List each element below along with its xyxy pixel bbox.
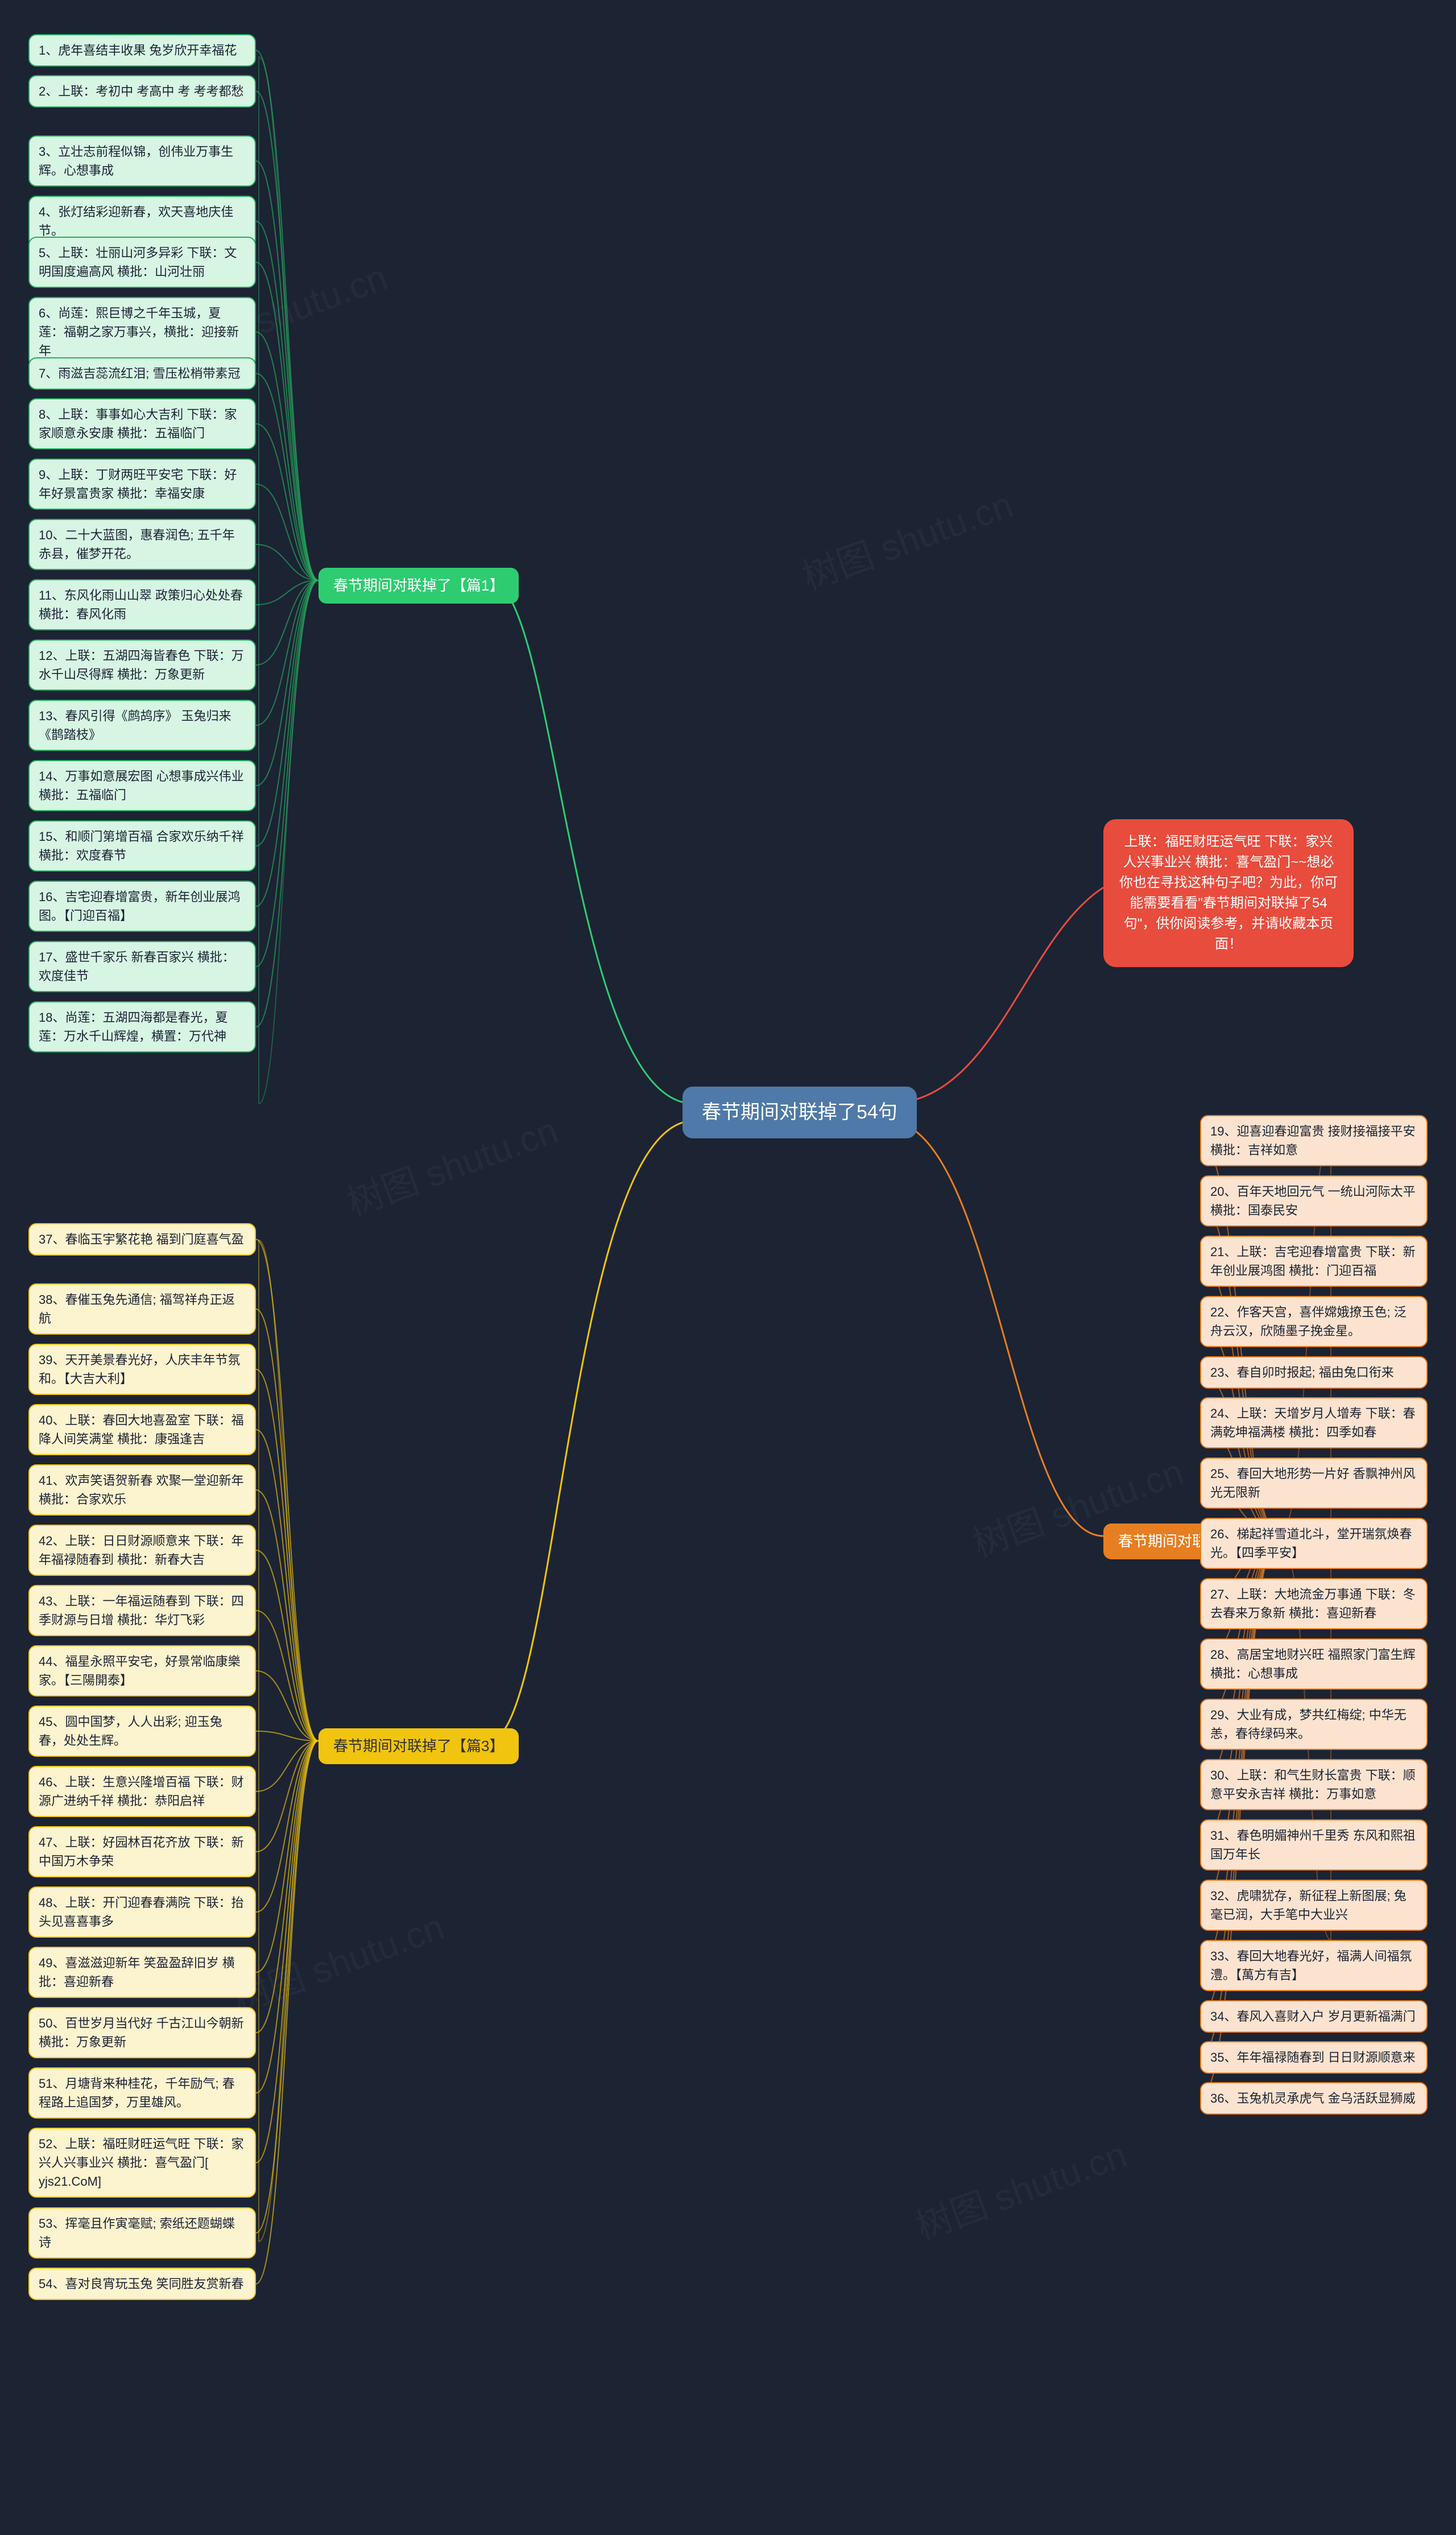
leaf-item[interactable]: 9、上联：丁财两旺平安宅 下联：好年好景富贵家 横批：幸福安康 [28,459,256,510]
watermark: 树图 shutu.cn [908,2125,1133,2250]
leaf-item[interactable]: 20、百年天地回元气 一统山河际太平 横批：国泰民安 [1200,1175,1428,1227]
leaf-item[interactable]: 7、雨滋吉蕊流红泪; 雪压松梢带素冠 [28,357,256,390]
mindmap-canvas: 树图 shutu.cn 树图 shutu.cn 树图 shutu.cn 树图 s… [0,0,1456,2535]
leaf-item[interactable]: 26、梯起祥雪道北斗，堂开瑞氛焕春光。【四季平安】 [1200,1518,1428,1569]
leaf-item[interactable]: 37、春临玉宇繁花艳 福到门庭喜气盈 [28,1223,256,1256]
leaf-item[interactable]: 3、立壮志前程似锦，创伟业万事生辉。心想事成 [28,135,256,187]
leaf-item[interactable]: 22、作客天宫，喜伴嫦娥撩玉色; 泛舟云汉，欣随墨子挽金星。 [1200,1296,1428,1347]
leaf-item[interactable]: 48、上联：开门迎春春满院 下联：抬头见喜喜事多 [28,1886,256,1938]
leaf-item[interactable]: 31、春色明媚神州千里秀 东风和熙祖国万年长 [1200,1819,1428,1871]
section-1-title[interactable]: 春节期间对联掉了【篇1】 [318,568,519,604]
leaf-item[interactable]: 2、上联：考初中 考高中 考 考考都愁 [28,75,256,108]
leaf-item[interactable]: 15、和顺门第增百福 合家欢乐纳千祥 横批：欢度春节 [28,820,256,872]
leaf-item[interactable]: 10、二十大蓝图，惠春润色; 五千年赤县，催梦开花。 [28,519,256,570]
leaf-item[interactable]: 27、上联：大地流金万事通 下联：冬去春来万象新 横批：喜迎新春 [1200,1578,1428,1629]
leaf-item[interactable]: 40、上联：春回大地喜盈室 下联：福降人间笑满堂 横批：康强逢吉 [28,1404,256,1455]
leaf-item[interactable]: 39、天开美景春光好，人庆丰年节氛和。【大吉大利】 [28,1344,256,1395]
leaf-item[interactable]: 42、上联：日日财源顺意来 下联：年年福禄随春到 横批：新春大吉 [28,1525,256,1576]
leaf-item[interactable]: 47、上联：好园林百花齐放 下联：新中国万木争荣 [28,1826,256,1877]
leaf-item[interactable]: 21、上联：吉宅迎春增富贵 下联：新年创业展鸿图 横批：门迎百福 [1200,1236,1428,1287]
leaf-item[interactable]: 44、福星永照平安宅，好景常临康樂家。【三陽開泰】 [28,1645,256,1696]
leaf-item[interactable]: 11、东风化雨山山翠 政策归心处处春 横批：春风化雨 [28,579,256,630]
leaf-item[interactable]: 52、上联：福旺财旺运气旺 下联：家兴人兴事业兴 横批：喜气盈门[ yjs21.… [28,2128,256,2198]
leaf-item[interactable]: 14、万事如意展宏图 心想事成兴伟业 横批：五福临门 [28,760,256,811]
leaf-item[interactable]: 32、虎啸犹存，新征程上新图展; 兔毫已润，大手笔中大业兴 [1200,1880,1428,1931]
watermark: 树图 shutu.cn [225,1898,450,2022]
leaf-item[interactable]: 19、迎喜迎春迎富贵 接财接福接平安 横批：吉祥如意 [1200,1115,1428,1166]
leaf-item[interactable]: 6、尚莲：熙巨博之千年玉城，夏莲：福朝之家万事兴，横批：迎接新年 [28,297,256,367]
watermark: 树图 shutu.cn [794,476,1019,600]
leaf-item[interactable]: 30、上联：和气生财长富贵 下联：顺意平安永吉祥 横批：万事如意 [1200,1759,1428,1810]
leaf-item[interactable]: 34、春风入喜财入户 岁月更新福满门 [1200,2000,1428,2033]
leaf-item[interactable]: 33、春回大地春光好，福满人间福氛澧。【萬方有吉】 [1200,1940,1428,1991]
leaf-item[interactable]: 12、上联：五湖四海皆春色 下联：万水千山尽得辉 横批：万象更新 [28,639,256,691]
leaf-item[interactable]: 41、欢声笑语贺新春 欢聚一堂迎新年 横批：合家欢乐 [28,1464,256,1516]
leaf-item[interactable]: 51、月塘背来种桂花，千年励气; 春程路上追国梦，万里雄风。 [28,2067,256,2119]
leaf-item[interactable]: 8、上联：事事如心大吉利 下联：家家顺意永安康 横批：五福临门 [28,398,256,449]
leaf-item[interactable]: 36、玉兔机灵承虎气 金乌活跃显狮威 [1200,2082,1428,2115]
leaf-item[interactable]: 45、圆中国梦，人人出彩; 迎玉兔春，处处生辉。 [28,1706,256,1757]
leaf-item[interactable]: 5、上联：壮丽山河多异彩 下联：文明国度遍高风 横批：山河壮丽 [28,237,256,288]
leaf-item[interactable]: 54、喜对良宵玩玉兔 笑同胜友赏新春 [28,2268,256,2300]
leaf-item[interactable]: 28、高居宝地财兴旺 福照家门富生辉 横批：心想事成 [1200,1638,1428,1690]
leaf-item[interactable]: 35、年年福禄随春到 日日财源顺意来 [1200,2041,1428,2074]
leaf-item[interactable]: 38、春催玉兔先通信; 福驾祥舟正返航 [28,1283,256,1335]
leaf-item[interactable]: 49、喜滋滋迎新年 笑盈盈辞旧岁 横批：喜迎新春 [28,1947,256,1998]
leaf-item[interactable]: 50、百世岁月当代好 千古江山今朝新 横批：万象更新 [28,2007,256,2058]
leaf-item[interactable]: 25、春回大地形势一片好 香飘神州风光无限新 [1200,1458,1428,1509]
leaf-item[interactable]: 16、吉宅迎春增富贵，新年创业展鸿图。【门迎百福】 [28,881,256,932]
leaf-item[interactable]: 23、春自卯时报起; 福由兔口衔来 [1200,1356,1428,1389]
watermark: 树图 shutu.cn [339,1101,564,1226]
leaf-item[interactable]: 43、上联：一年福运随春到 下联：四季财源与日增 横批：华灯飞彩 [28,1585,256,1636]
leaf-item[interactable]: 17、盛世千家乐 新春百家兴 横批：欢度佳节 [28,941,256,992]
section-3-title[interactable]: 春节期间对联掉了【篇3】 [318,1728,519,1764]
leaf-item[interactable]: 46、上联：生意兴隆增百福 下联：财源广进纳千祥 横批：恭阳启祥 [28,1766,256,1817]
center-node[interactable]: 春节期间对联掉了54句 [682,1087,917,1138]
leaf-item[interactable]: 1、虎年喜结丰收果 兔岁欣开幸福花 [28,34,256,67]
leaf-item[interactable]: 29、大业有成，梦共红梅绽; 中华无恙，春待绿码来。 [1200,1699,1428,1750]
intro-node[interactable]: 上联：福旺财旺运气旺 下联：家兴人兴事业兴 横批：喜气盈门~~想必你也在寻找这种… [1103,819,1354,967]
leaf-item[interactable]: 13、春风引得《鹧鸪序》 玉兔归来《鹊踏枝》 [28,700,256,751]
leaf-item[interactable]: 24、上联：天增岁月人增寿 下联：春满乾坤福满楼 横批：四季如春 [1200,1397,1428,1448]
leaf-item[interactable]: 18、尚莲：五湖四海都是春光，夏莲：万水千山辉煌，横置：万代神 [28,1001,256,1052]
leaf-item[interactable]: 53、挥毫且作寅毫赋; 索纸还题蝴蝶诗 [28,2207,256,2259]
